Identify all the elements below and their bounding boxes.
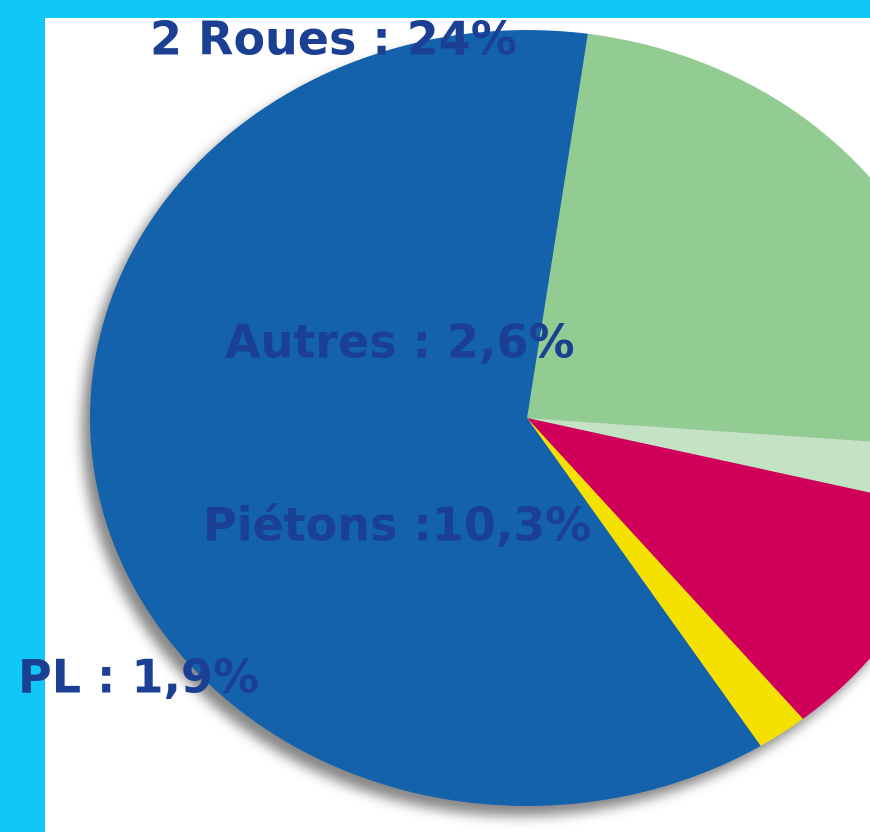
pie-slice xyxy=(527,418,803,746)
slices xyxy=(89,30,870,807)
pie-slice xyxy=(527,418,870,719)
slice-label: Piétons :10,3% xyxy=(203,498,591,552)
pie-slice xyxy=(527,33,870,442)
slice-label: 2 Roues : 24% xyxy=(150,12,517,66)
slice-label: PL : 1,9% xyxy=(18,650,259,704)
labels: 2 Roues : 24% Autres : 2,6% Piétons :10,3%… xyxy=(18,12,591,704)
pie-slice xyxy=(527,418,870,493)
pie-slice xyxy=(89,30,761,807)
slice-label: Autres : 2,6% xyxy=(225,315,575,369)
